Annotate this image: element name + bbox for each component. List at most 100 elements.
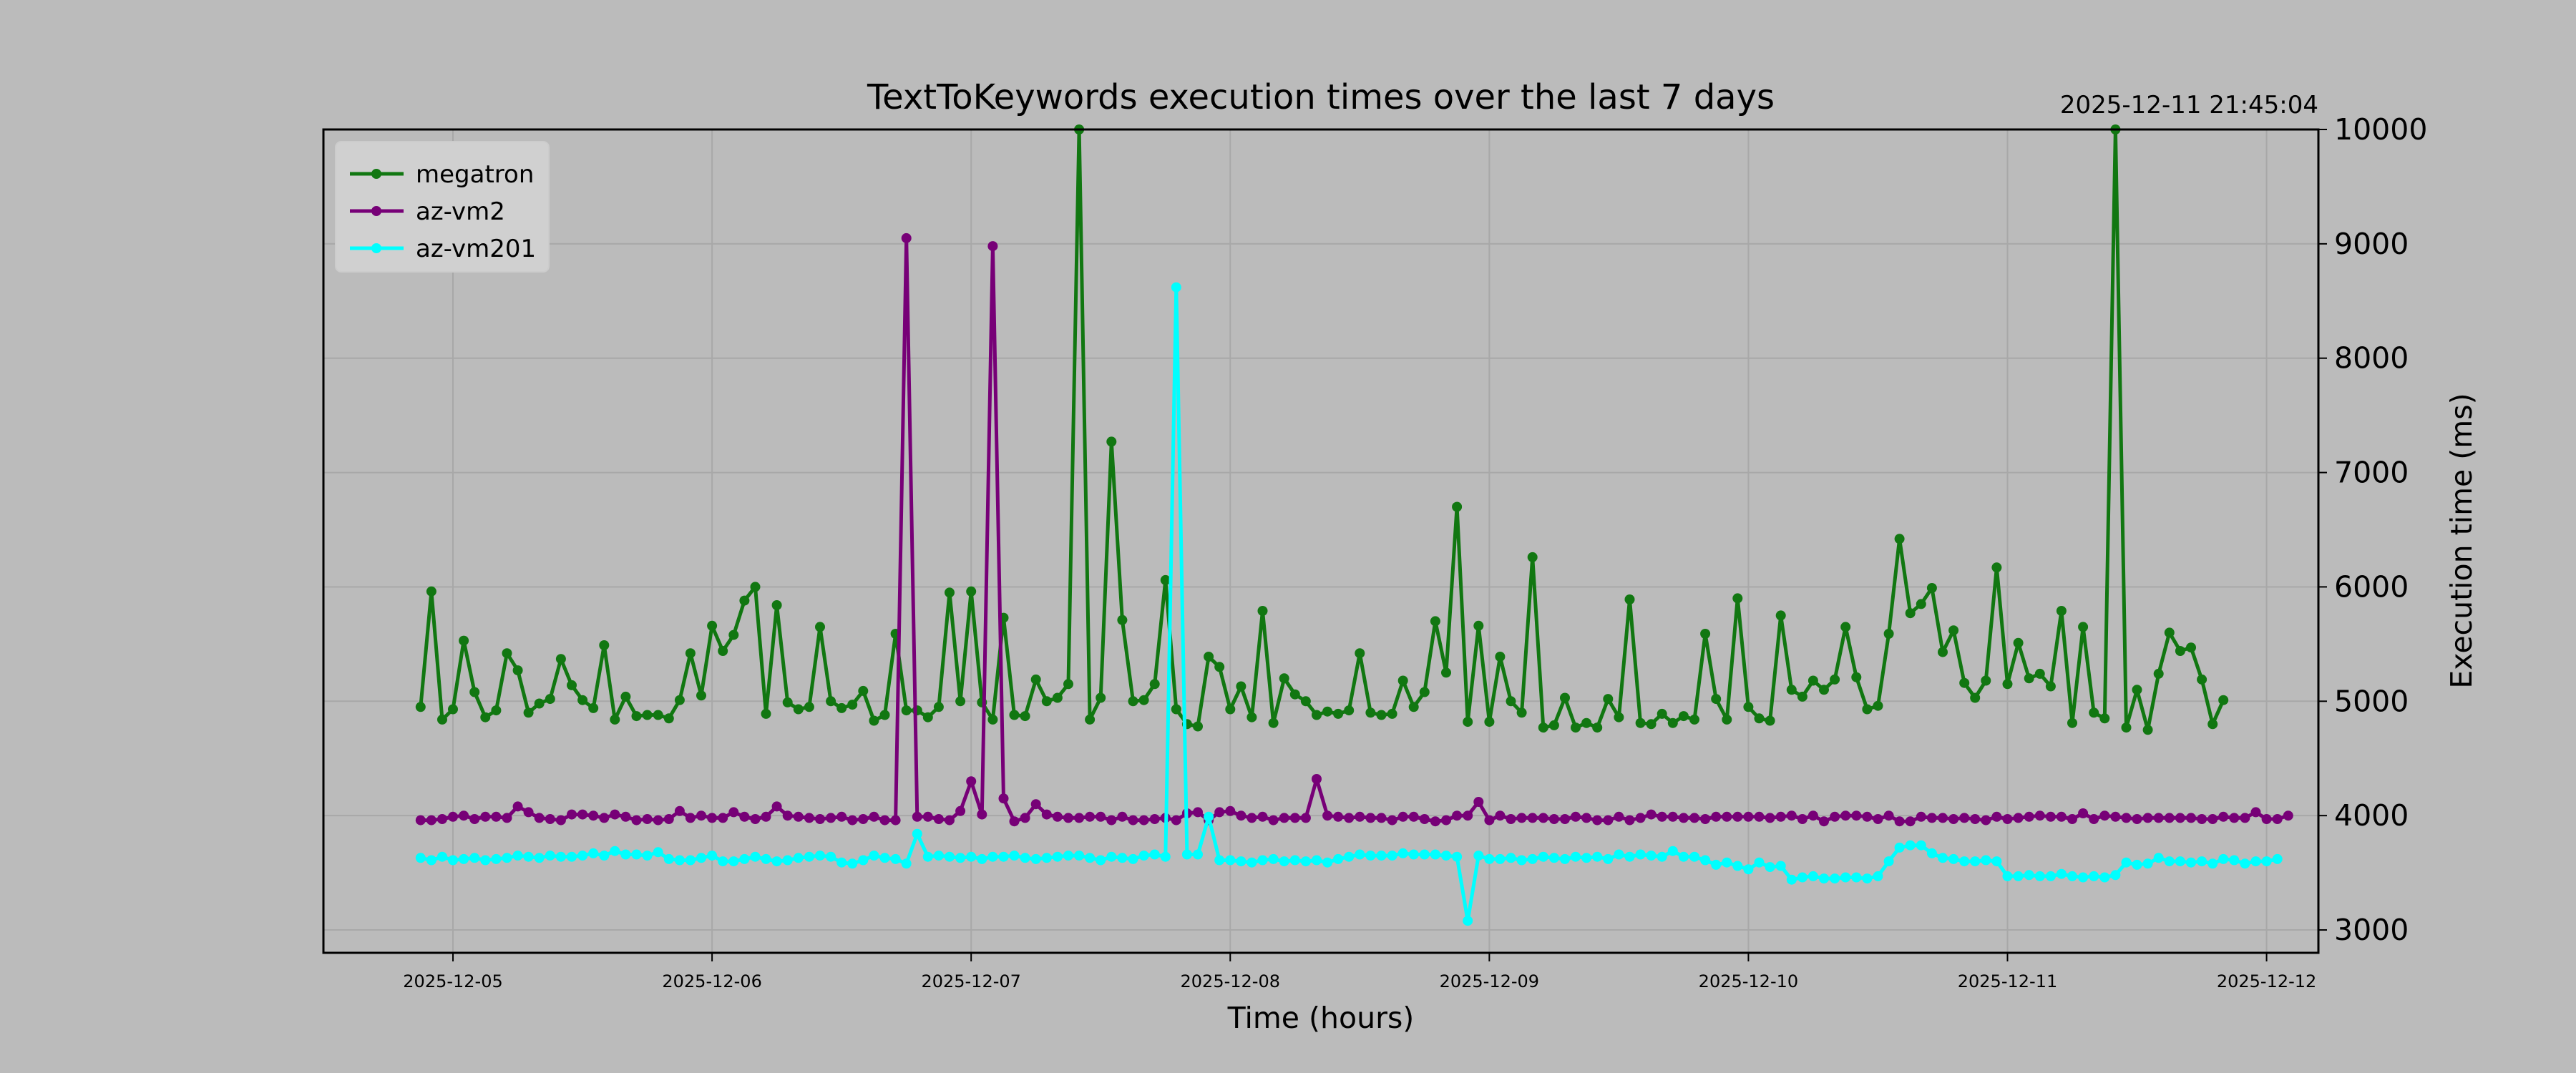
data-point (728, 856, 739, 867)
data-point (1905, 816, 1916, 827)
data-point (1722, 811, 1732, 822)
data-point (998, 851, 1009, 862)
data-point (1603, 694, 1614, 705)
data-point (869, 811, 879, 822)
data-point (2078, 622, 2089, 632)
data-point (1052, 851, 1063, 862)
data-point (2164, 627, 2175, 638)
legend[interactable]: megatron az-vm2 az-vm201 (335, 141, 550, 273)
data-point (2089, 814, 2099, 824)
data-point (1862, 811, 1873, 822)
data-point (2261, 814, 2272, 824)
data-point (2110, 811, 2121, 822)
data-point (448, 704, 458, 715)
data-point (1322, 810, 1333, 821)
data-point (718, 856, 728, 867)
data-point (1581, 813, 1592, 823)
data-point (2186, 813, 2196, 823)
data-point (1452, 810, 1463, 821)
data-point (415, 702, 426, 712)
data-point (1970, 814, 1981, 824)
data-point (1463, 810, 1473, 821)
data-point (685, 813, 696, 823)
data-point (1765, 715, 1775, 726)
data-point (1128, 696, 1138, 707)
data-point (1279, 813, 1289, 823)
data-point (1138, 851, 1149, 861)
data-point (933, 851, 944, 861)
data-point (1916, 811, 1926, 822)
data-point (912, 811, 922, 822)
data-point (512, 801, 523, 812)
data-point (782, 810, 793, 821)
data-point (1300, 813, 1311, 823)
data-point (1333, 811, 1344, 822)
data-point (1516, 707, 1527, 718)
data-point (674, 695, 685, 705)
data-point (1873, 700, 1883, 711)
data-point (815, 851, 825, 861)
legend-item-az-vm201[interactable]: az-vm201 (350, 235, 536, 263)
data-point (1149, 679, 1160, 690)
data-point (696, 810, 706, 821)
data-point (620, 811, 631, 822)
data-point (1926, 813, 1937, 823)
data-point (1160, 851, 1171, 862)
data-point (1711, 694, 1722, 705)
data-point (2045, 871, 2056, 881)
x-axis-label: Time (hours) (1227, 1001, 1415, 1035)
data-point (1700, 629, 1711, 639)
data-point (728, 629, 739, 640)
data-point (922, 811, 933, 822)
data-point (610, 846, 620, 856)
data-point (1452, 851, 1463, 862)
y-tick-label: 9000 (2334, 227, 2409, 261)
data-point (491, 853, 502, 864)
data-point (1214, 855, 1225, 866)
data-point (847, 858, 858, 869)
data-point (2250, 807, 2261, 818)
data-point (1408, 702, 1419, 712)
data-point (1052, 692, 1063, 703)
data-point (491, 705, 502, 716)
data-point (2121, 857, 2132, 868)
data-point (718, 813, 728, 823)
data-point (1603, 815, 1614, 825)
data-point (987, 714, 998, 725)
data-point (739, 811, 750, 822)
data-point (1678, 711, 1689, 722)
data-point (1548, 853, 1559, 863)
data-point (1376, 710, 1387, 720)
data-point (567, 809, 577, 820)
data-point (987, 241, 998, 252)
data-point (1289, 689, 1300, 700)
data-point (2121, 813, 2132, 823)
data-point (577, 809, 588, 820)
data-point (1830, 674, 1840, 685)
data-point (1614, 849, 1624, 860)
data-point (1646, 851, 1657, 861)
data-point (1484, 853, 1495, 864)
data-point (1959, 813, 1970, 823)
data-point (955, 805, 966, 816)
data-point (653, 710, 663, 720)
data-point (2132, 685, 2142, 695)
data-point (1397, 848, 1408, 858)
data-point (1063, 851, 1073, 861)
data-point (1948, 814, 1959, 824)
data-point (1819, 816, 1829, 827)
data-point (793, 853, 804, 863)
data-point (631, 815, 642, 825)
data-point (1009, 710, 1020, 720)
data-point (1085, 714, 1096, 725)
data-point (459, 810, 469, 821)
data-point (1700, 814, 1711, 824)
data-point (1333, 708, 1344, 719)
data-point (1268, 815, 1279, 825)
data-point (858, 685, 869, 696)
data-point (2056, 868, 2067, 879)
data-point (2099, 810, 2110, 821)
legend-item-megatron[interactable]: megatron (350, 160, 534, 189)
data-point (1300, 856, 1311, 867)
legend-item-az-vm2[interactable]: az-vm2 (350, 197, 505, 226)
